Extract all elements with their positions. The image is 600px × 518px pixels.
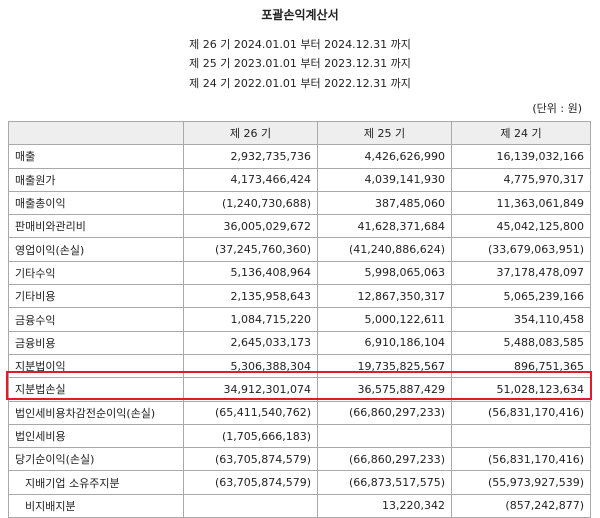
- header-period-25: 제 25 기: [317, 120, 452, 146]
- table-row: 기타비용 2,135,958,643 12,867,350,317 5,065,…: [8, 284, 591, 309]
- value-24: 5,488,083,585: [451, 330, 591, 355]
- value-24: (56,831,170,416): [451, 400, 591, 425]
- row-label: 매출원가: [8, 167, 184, 192]
- table-row: 지분법이익 5,306,388,304 19,735,825,567 896,7…: [8, 353, 591, 379]
- row-label: 매출총이익: [8, 190, 184, 216]
- header-period-26: 제 26 기: [183, 120, 318, 146]
- header-row: 제 26 기 제 25 기 제 24 기: [8, 120, 591, 146]
- value-26: 2,932,735,736: [183, 144, 318, 169]
- row-label: 기타수익: [8, 260, 184, 286]
- row-label: 법인세비용차감전순이익(손실): [8, 400, 184, 425]
- value-25: 387,485,060: [317, 190, 452, 216]
- row-label: 지분법이익: [8, 353, 184, 379]
- value-24: 896,751,365: [451, 353, 591, 379]
- value-26: 2,645,033,173: [183, 330, 318, 355]
- value-24: (857,242,877): [451, 493, 591, 518]
- row-label: 기타비용: [8, 284, 184, 309]
- table-row: 당기순이익(손실) (63,705,874,579) (66,860,297,2…: [8, 447, 591, 472]
- row-label: 영업이익(손실): [8, 237, 184, 262]
- value-25: 41,628,371,684: [317, 214, 452, 239]
- value-26: 2,135,958,643: [183, 284, 318, 309]
- row-label: 비지배지분: [8, 493, 184, 518]
- table-row: 영업이익(손실) (37,245,760,360) (41,240,886,62…: [8, 237, 591, 262]
- value-26: 34,912,301,074: [183, 377, 318, 402]
- value-26: (1,705,666,183): [183, 423, 318, 449]
- value-26: 5,306,388,304: [183, 353, 318, 379]
- value-24: (55,973,927,539): [451, 470, 591, 495]
- value-24: (56,831,170,416): [451, 447, 591, 472]
- value-24: [451, 423, 591, 449]
- table-row: 판매비와관리비 36,005,029,672 41,628,371,684 45…: [8, 214, 591, 239]
- value-26: (1,240,730,688): [183, 190, 318, 216]
- table-row: 비지배지분 13,220,342 (857,242,877): [8, 493, 591, 518]
- table-row: 매출 2,932,735,736 4,426,626,990 16,139,03…: [8, 144, 591, 169]
- value-24: 354,110,458: [451, 307, 591, 332]
- table-row: 금융비용 2,645,033,173 6,910,186,104 5,488,0…: [8, 330, 591, 355]
- value-25: 4,039,141,930: [317, 167, 452, 192]
- value-25: (66,873,517,575): [317, 470, 452, 495]
- row-label: 지배기업 소유주지분: [8, 470, 184, 495]
- table-row: 금융수익 1,084,715,220 5,000,122,611 354,110…: [8, 307, 591, 332]
- value-26: 4,173,466,424: [183, 167, 318, 192]
- value-25: 13,220,342: [317, 493, 452, 518]
- value-25: 4,426,626,990: [317, 144, 452, 169]
- value-24: 51,028,123,634: [451, 377, 591, 402]
- value-25: (66,860,297,233): [317, 447, 452, 472]
- value-25: 5,000,122,611: [317, 307, 452, 332]
- value-26: [183, 493, 318, 518]
- value-25: 36,575,887,429: [317, 377, 452, 402]
- value-26: (65,411,540,762): [183, 400, 318, 425]
- value-26: (37,245,760,360): [183, 237, 318, 262]
- row-label: 당기순이익(손실): [8, 447, 184, 472]
- value-24: (33,679,063,951): [451, 237, 591, 262]
- value-24: 37,178,478,097: [451, 260, 591, 286]
- value-26: (63,705,874,579): [183, 447, 318, 472]
- table-row: 기타수익 5,136,408,964 5,998,065,063 37,178,…: [8, 260, 591, 286]
- value-25: 5,998,065,063: [317, 260, 452, 286]
- value-26: (63,705,874,579): [183, 470, 318, 495]
- value-25: 19,735,825,567: [317, 353, 452, 379]
- row-label: 금융비용: [8, 330, 184, 355]
- row-label: 판매비와관리비: [8, 214, 184, 239]
- value-25: 6,910,186,104: [317, 330, 452, 355]
- value-24: 45,042,125,800: [451, 214, 591, 239]
- value-24: 11,363,061,849: [451, 190, 591, 216]
- value-26: 5,136,408,964: [183, 260, 318, 286]
- value-25: [317, 423, 452, 449]
- row-label: 지분법손실: [8, 377, 184, 402]
- table-row: 법인세비용차감전순이익(손실) (65,411,540,762) (66,860…: [8, 400, 591, 425]
- row-label: 법인세비용: [8, 423, 184, 449]
- table-row: 매출총이익 (1,240,730,688) 387,485,060 11,363…: [8, 190, 591, 216]
- unit-label: (단위 : 원): [532, 102, 582, 115]
- value-26: 1,084,715,220: [183, 307, 318, 332]
- value-25: (66,860,297,233): [317, 400, 452, 425]
- table-row: 법인세비용 (1,705,666,183): [8, 423, 591, 449]
- table-row: 매출원가 4,173,466,424 4,039,141,930 4,775,9…: [8, 167, 591, 192]
- value-24: 16,139,032,166: [451, 144, 591, 169]
- period-line-24: 제 24 기 2022.01.01 부터 2022.12.31 까지: [189, 77, 411, 90]
- header-label: [8, 120, 184, 146]
- value-24: 4,775,970,317: [451, 167, 591, 192]
- row-label: 금융수익: [8, 307, 184, 332]
- value-24: 5,065,239,166: [451, 284, 591, 309]
- table-row: 지배기업 소유주지분 (63,705,874,579) (66,873,517,…: [8, 470, 591, 495]
- period-line-25: 제 25 기 2023.01.01 부터 2023.12.31 까지: [189, 57, 411, 70]
- value-25: 12,867,350,317: [317, 284, 452, 309]
- period-line-26: 제 26 기 2024.01.01 부터 2024.12.31 까지: [189, 38, 411, 51]
- value-25: (41,240,886,624): [317, 237, 452, 262]
- table-row-highlighted: 지분법손실 34,912,301,074 36,575,887,429 51,0…: [8, 377, 591, 402]
- row-label: 매출: [8, 144, 184, 169]
- header-period-24: 제 24 기: [451, 120, 591, 146]
- income-statement-table: 제 26 기 제 25 기 제 24 기 매출 2,932,735,736 4,…: [8, 120, 591, 518]
- value-26: 36,005,029,672: [183, 214, 318, 239]
- statement-title: 포괄손익계산서: [261, 8, 339, 22]
